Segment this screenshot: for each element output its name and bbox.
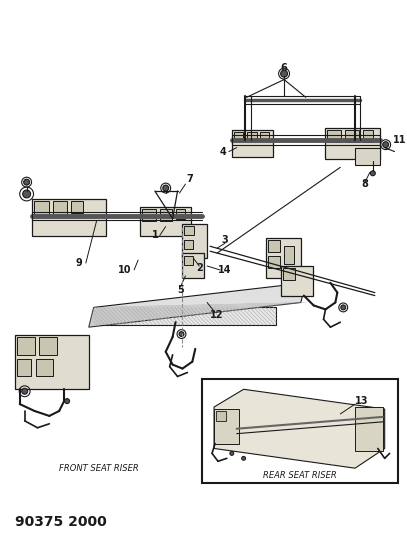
Text: 13: 13 xyxy=(355,396,369,406)
Bar xyxy=(94,308,276,325)
Circle shape xyxy=(370,171,375,176)
Text: 1: 1 xyxy=(151,230,158,240)
Text: 9: 9 xyxy=(76,258,82,268)
Bar xyxy=(216,411,226,421)
Text: 10: 10 xyxy=(118,265,131,275)
Text: 11: 11 xyxy=(393,135,406,145)
Bar xyxy=(182,223,207,258)
Bar xyxy=(182,253,204,278)
Bar xyxy=(202,379,398,483)
Bar xyxy=(35,359,53,376)
Bar xyxy=(328,130,341,142)
Bar xyxy=(17,359,31,376)
Bar xyxy=(345,130,359,142)
Text: 7: 7 xyxy=(186,174,193,184)
Text: 8: 8 xyxy=(361,179,368,189)
Bar xyxy=(355,148,380,165)
Text: 14: 14 xyxy=(218,265,232,275)
Bar xyxy=(39,337,57,355)
Bar xyxy=(326,128,380,159)
Polygon shape xyxy=(214,389,385,468)
Circle shape xyxy=(22,389,28,394)
Circle shape xyxy=(383,142,389,148)
Bar xyxy=(355,407,383,451)
Circle shape xyxy=(242,456,245,461)
Bar xyxy=(232,130,273,157)
Text: 2: 2 xyxy=(196,263,203,273)
Bar xyxy=(175,209,186,219)
Bar xyxy=(281,266,313,296)
Bar xyxy=(17,337,35,355)
Text: 5: 5 xyxy=(177,285,184,295)
Circle shape xyxy=(163,185,168,191)
Bar xyxy=(283,268,295,280)
Bar xyxy=(15,335,89,389)
Bar xyxy=(234,132,243,141)
Bar xyxy=(160,209,172,221)
Bar xyxy=(53,201,67,215)
Circle shape xyxy=(280,70,287,77)
Text: 12: 12 xyxy=(210,310,224,320)
Circle shape xyxy=(341,305,346,310)
Polygon shape xyxy=(89,282,306,327)
Bar xyxy=(33,201,49,215)
Text: FRONT SEAT RISER: FRONT SEAT RISER xyxy=(59,464,138,473)
Bar xyxy=(214,409,239,443)
Text: REAR SEAT RISER: REAR SEAT RISER xyxy=(263,471,337,480)
Bar xyxy=(363,130,373,142)
Text: 6: 6 xyxy=(281,63,287,72)
Bar xyxy=(32,199,105,237)
Text: 4: 4 xyxy=(219,147,226,157)
Circle shape xyxy=(24,179,30,185)
Bar xyxy=(184,225,194,236)
Bar xyxy=(268,256,280,268)
Bar xyxy=(260,132,269,141)
Bar xyxy=(142,209,156,221)
Bar xyxy=(71,201,83,213)
Bar xyxy=(284,246,294,264)
Circle shape xyxy=(179,332,184,336)
Circle shape xyxy=(65,399,70,403)
Bar xyxy=(184,256,193,265)
Text: 90375 2000: 90375 2000 xyxy=(15,514,107,529)
Circle shape xyxy=(23,190,31,198)
Bar xyxy=(247,132,258,141)
Bar xyxy=(140,207,191,237)
Bar xyxy=(266,238,301,278)
Bar xyxy=(184,240,193,249)
Bar xyxy=(268,240,280,252)
Text: 3: 3 xyxy=(221,236,228,245)
Circle shape xyxy=(230,451,234,455)
